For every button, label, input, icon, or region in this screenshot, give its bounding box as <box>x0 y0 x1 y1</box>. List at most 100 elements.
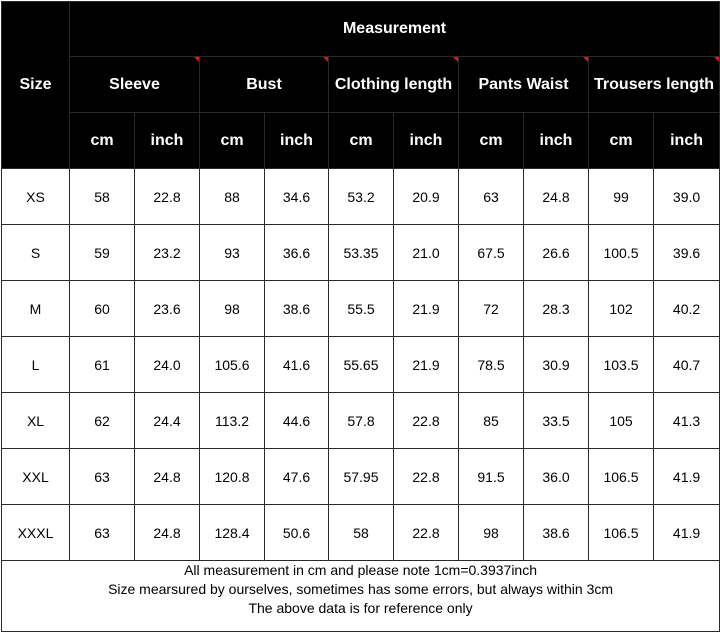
notes-row: All measurement in cm and please note 1c… <box>0 560 720 632</box>
measurement-cell: 22.8 <box>393 504 459 561</box>
measurement-cell: 63 <box>69 504 135 561</box>
note-line: Size mearsured by ourselves, sometimes h… <box>108 581 614 597</box>
measurement-cell: 34.6 <box>264 168 329 225</box>
header-row-units: cm inch cm inch cm inch cm inch cm inch <box>2 112 720 169</box>
measurement-cell: 23.2 <box>134 224 200 281</box>
unit-header: cm <box>199 112 265 169</box>
measurement-cell: 78.5 <box>458 336 524 393</box>
measurement-cell: 98 <box>199 280 265 337</box>
header-row-measurement: Size Measurement <box>1 1 720 169</box>
measurement-cell: 36.0 <box>523 448 589 505</box>
measurement-cell: 21.9 <box>393 336 459 393</box>
table-row: M 60 23.6 98 38.6 55.5 21.9 72 28.3 102 40.2 <box>1 280 720 337</box>
measurement-cell: 55.5 <box>328 280 394 337</box>
measurement-cell: 22.8 <box>393 392 459 449</box>
size-cell: XXXL <box>1 504 70 561</box>
measurement-cell: 58 <box>69 168 135 225</box>
measurement-cell: 47.6 <box>264 448 329 505</box>
measurement-cell: 55.65 <box>328 336 394 393</box>
unit-header: inch <box>393 112 459 169</box>
size-rows: XS 58 22.8 88 34.6 53.2 20.9 63 24.8 99 39.0 S 59 23.… <box>1 168 720 561</box>
measurement-cell: 39.6 <box>652 224 720 281</box>
measurement-cell: 88 <box>199 168 265 225</box>
measurement-cell: 41.9 <box>652 504 720 561</box>
measurement-cell: 44.6 <box>264 392 329 449</box>
measurement-cell: 24.8 <box>134 504 200 561</box>
measurement-cell: 21.9 <box>393 280 459 337</box>
measurement-cell: 24.8 <box>134 448 200 505</box>
measurement-cell: 21.0 <box>393 224 459 281</box>
table-row: L 61 24.0 105.6 41.6 55.65 21.9 78.5 30.9 103.5 40… <box>1 336 720 393</box>
size-column-header: Size <box>1 1 70 169</box>
group-header-clothing-length: Clothing length <box>328 56 459 113</box>
measurement-cell: 41.3 <box>652 392 720 449</box>
measurement-cell: 40.2 <box>652 280 720 337</box>
measurement-cell: 105 <box>588 392 654 449</box>
measurement-cell: 57.8 <box>328 392 394 449</box>
note-line: All measurement in cm and please note 1c… <box>184 562 538 578</box>
size-cell: XS <box>1 168 70 225</box>
measurement-cell: 53.35 <box>328 224 394 281</box>
measurement-cell: 63 <box>458 168 524 225</box>
unit-header: cm <box>328 112 394 169</box>
measurement-cell: 103.5 <box>588 336 654 393</box>
group-header-pants-waist: Pants Waist <box>458 56 589 113</box>
measurement-cell: 22.8 <box>393 448 459 505</box>
measurement-cell: 72 <box>458 280 524 337</box>
measurement-cell: 60 <box>69 280 135 337</box>
measurement-cell: 41.6 <box>264 336 329 393</box>
measurement-cell: 30.9 <box>523 336 589 393</box>
measurement-cell: 39.0 <box>652 168 720 225</box>
measurement-cell: 102 <box>588 280 654 337</box>
measurement-cell: 28.3 <box>523 280 589 337</box>
measurement-cell: 24.8 <box>523 168 589 225</box>
measurement-cell: 106.5 <box>588 504 654 561</box>
measurement-cell: 85 <box>458 392 524 449</box>
measurement-cell: 105.6 <box>199 336 265 393</box>
unit-header: cm <box>69 112 135 169</box>
table-row: XS 58 22.8 88 34.6 53.2 20.9 63 24.8 99 39.0 <box>1 168 720 225</box>
measurement-cell: 100.5 <box>588 224 654 281</box>
unit-header: inch <box>523 112 589 169</box>
unit-header: inch <box>652 112 720 169</box>
measurement-cell: 67.5 <box>458 224 524 281</box>
size-cell: M <box>1 280 70 337</box>
measurement-cell: 57.95 <box>328 448 394 505</box>
size-cell: L <box>1 336 70 393</box>
group-header-bust: Bust <box>199 56 329 113</box>
measurement-cell: 62 <box>69 392 135 449</box>
measurement-cell: 26.6 <box>523 224 589 281</box>
measurement-cell: 41.9 <box>652 448 720 505</box>
measurement-cell: 120.8 <box>199 448 265 505</box>
measurement-cell: 61 <box>69 336 135 393</box>
table-row: XL 62 24.4 113.2 44.6 57.8 22.8 85 33.5 105 41.3 <box>1 392 720 449</box>
measurement-cell: 128.4 <box>199 504 265 561</box>
measurement-cell: 24.0 <box>134 336 200 393</box>
group-header-sleeve: Sleeve <box>69 56 200 113</box>
notes-cell: All measurement in cm and please note 1c… <box>0 560 720 632</box>
table-row: XXL 63 24.8 120.8 47.6 57.95 22.8 91.5 36.0 106.5… <box>1 448 720 505</box>
size-cell: S <box>1 224 70 281</box>
measurement-cell: 36.6 <box>264 224 329 281</box>
measurement-cell: 33.5 <box>523 392 589 449</box>
measurement-cell: 99 <box>588 168 654 225</box>
measurement-cell: 38.6 <box>264 280 329 337</box>
measurement-cell: 24.4 <box>134 392 200 449</box>
note-line: The above data is for reference only <box>248 600 473 616</box>
table-row: XXXL 63 24.8 128.4 50.6 58 22.8 98 38.6 106.5 41.9 <box>1 504 720 561</box>
measurement-cell: 106.5 <box>588 448 654 505</box>
measurement-cell: 59 <box>69 224 135 281</box>
table-row: S 59 23.2 93 36.6 53.35 21.0 67.5 26.6 100.5 39.6 <box>1 224 720 281</box>
group-header-trousers-length: Trousers length <box>587 56 720 113</box>
measurement-cell: 20.9 <box>393 168 459 225</box>
measurement-cell: 113.2 <box>199 392 265 449</box>
measurement-cell: 91.5 <box>458 448 524 505</box>
measurement-cell: 23.6 <box>134 280 200 337</box>
measurement-cell: 53.2 <box>328 168 394 225</box>
measurement-cell: 38.6 <box>523 504 589 561</box>
unit-header: cm <box>458 112 524 169</box>
measurement-cell: 22.8 <box>134 168 200 225</box>
measurement-cell: 98 <box>458 504 524 561</box>
